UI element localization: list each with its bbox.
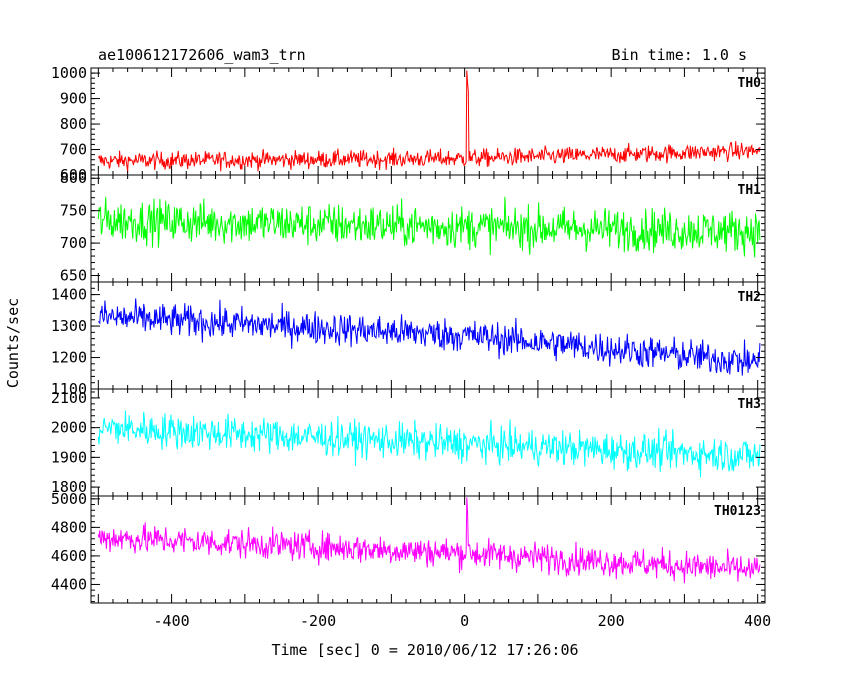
series-line-th2 — [97, 298, 761, 376]
panels-group: 600 700 800 900 1000 TH0 650 700 750 800 TH1 1100 12… — [51, 64, 771, 630]
y-tick-label: 750 — [60, 202, 87, 220]
y-tick-label: 800 — [60, 115, 87, 133]
bin-time-label: Bin time: 1.0 s — [612, 46, 747, 64]
panel-label-th3: TH3 — [738, 397, 761, 412]
y-tick-label: 2000 — [51, 419, 87, 437]
x-axis-label: Time [sec] 0 = 2010/06/12 17:26:06 — [271, 641, 578, 659]
y-tick-label: 700 — [60, 141, 87, 159]
y-tick-label: 1800 — [51, 478, 87, 496]
y-tick-label: 1900 — [51, 448, 87, 466]
panel-label-th0123: TH0123 — [714, 504, 761, 519]
y-tick-label: 1400 — [51, 286, 87, 304]
y-tick-label: 4600 — [51, 547, 87, 565]
series-line-th0 — [97, 70, 761, 173]
y-tick-label: 700 — [60, 234, 87, 252]
x-tick-label: -400 — [154, 612, 190, 630]
x-tick-label: -200 — [300, 612, 336, 630]
panel-frame-th2 — [90, 281, 766, 390]
y-tick-label: 2100 — [51, 389, 87, 407]
chart-title: ae100612172606_wam3_trn — [98, 46, 306, 64]
y-tick-label: 900 — [60, 90, 87, 108]
y-tick-label: 1200 — [51, 349, 87, 367]
y-axis-label: Counts/sec — [4, 298, 22, 388]
y-tick-label: 650 — [60, 267, 87, 285]
panel-frame-th0123 — [90, 495, 766, 604]
y-tick-label: 4400 — [51, 575, 87, 593]
y-tick-label: 5000 — [51, 490, 87, 508]
y-tick-label: 1000 — [51, 64, 87, 82]
series-line-th0123 — [97, 497, 761, 584]
x-tick-label: 0 — [460, 612, 469, 630]
panel-label-th1: TH1 — [738, 183, 762, 198]
x-tick-label: 200 — [598, 612, 625, 630]
y-tick-label: 600 — [60, 166, 87, 184]
x-tick-label: 400 — [744, 612, 771, 630]
series-line-th3 — [97, 410, 761, 478]
panel-label-th2: TH2 — [738, 290, 761, 305]
y-tick-label: 1100 — [51, 380, 87, 398]
y-tick-label: 800 — [60, 169, 87, 187]
panel-label-th0: TH0 — [738, 76, 762, 91]
series-line-th1 — [97, 196, 761, 258]
y-tick-label: 4800 — [51, 518, 87, 536]
y-tick-label: 1300 — [51, 317, 87, 335]
